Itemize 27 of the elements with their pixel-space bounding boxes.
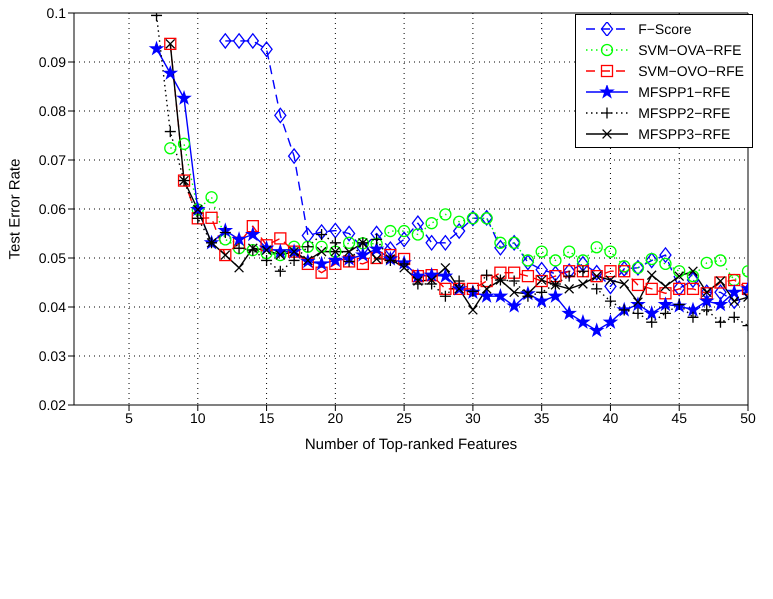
legend-label: MFSPP1−RFE [638, 84, 730, 100]
y-tick-label: 0.03 [38, 348, 66, 364]
y-tick-label: 0.08 [38, 102, 66, 119]
x-tick-label: 50 [740, 410, 756, 426]
x-axis-title: Number of Top-ranked Features [304, 436, 518, 453]
x-tick-label: 10 [190, 410, 206, 426]
legend-label: F−Score [638, 20, 692, 36]
x-tick-label: 45 [671, 410, 688, 426]
y-tick-label: 0.1 [46, 4, 66, 21]
x-tick-label: 35 [534, 410, 550, 426]
x-tick-label: 15 [258, 410, 275, 426]
y-tick-label: 0.09 [38, 54, 66, 70]
legend-label: SVM−OVA−RFE [638, 42, 742, 58]
y-tick-label: 0.06 [38, 200, 66, 217]
y-tick-label: 0.04 [38, 298, 66, 315]
x-tick-label: 5 [125, 410, 134, 426]
legend-label: SVM−OVO−RFE [638, 62, 744, 78]
x-tick-label: 40 [602, 410, 618, 426]
x-tick-label: 25 [396, 410, 412, 426]
y-tick-label: 0.02 [38, 396, 66, 413]
legend-label: MFSPP2−RFE [638, 104, 730, 120]
y-tick-label: 0.05 [38, 250, 66, 266]
y-axis-title: Test Error Rate [6, 158, 24, 260]
legend-label: MFSPP3−RFE [638, 126, 730, 142]
x-tick-label: 20 [328, 410, 344, 426]
x-tick-label: 30 [465, 410, 481, 426]
y-tick-label: 0.07 [38, 152, 66, 168]
